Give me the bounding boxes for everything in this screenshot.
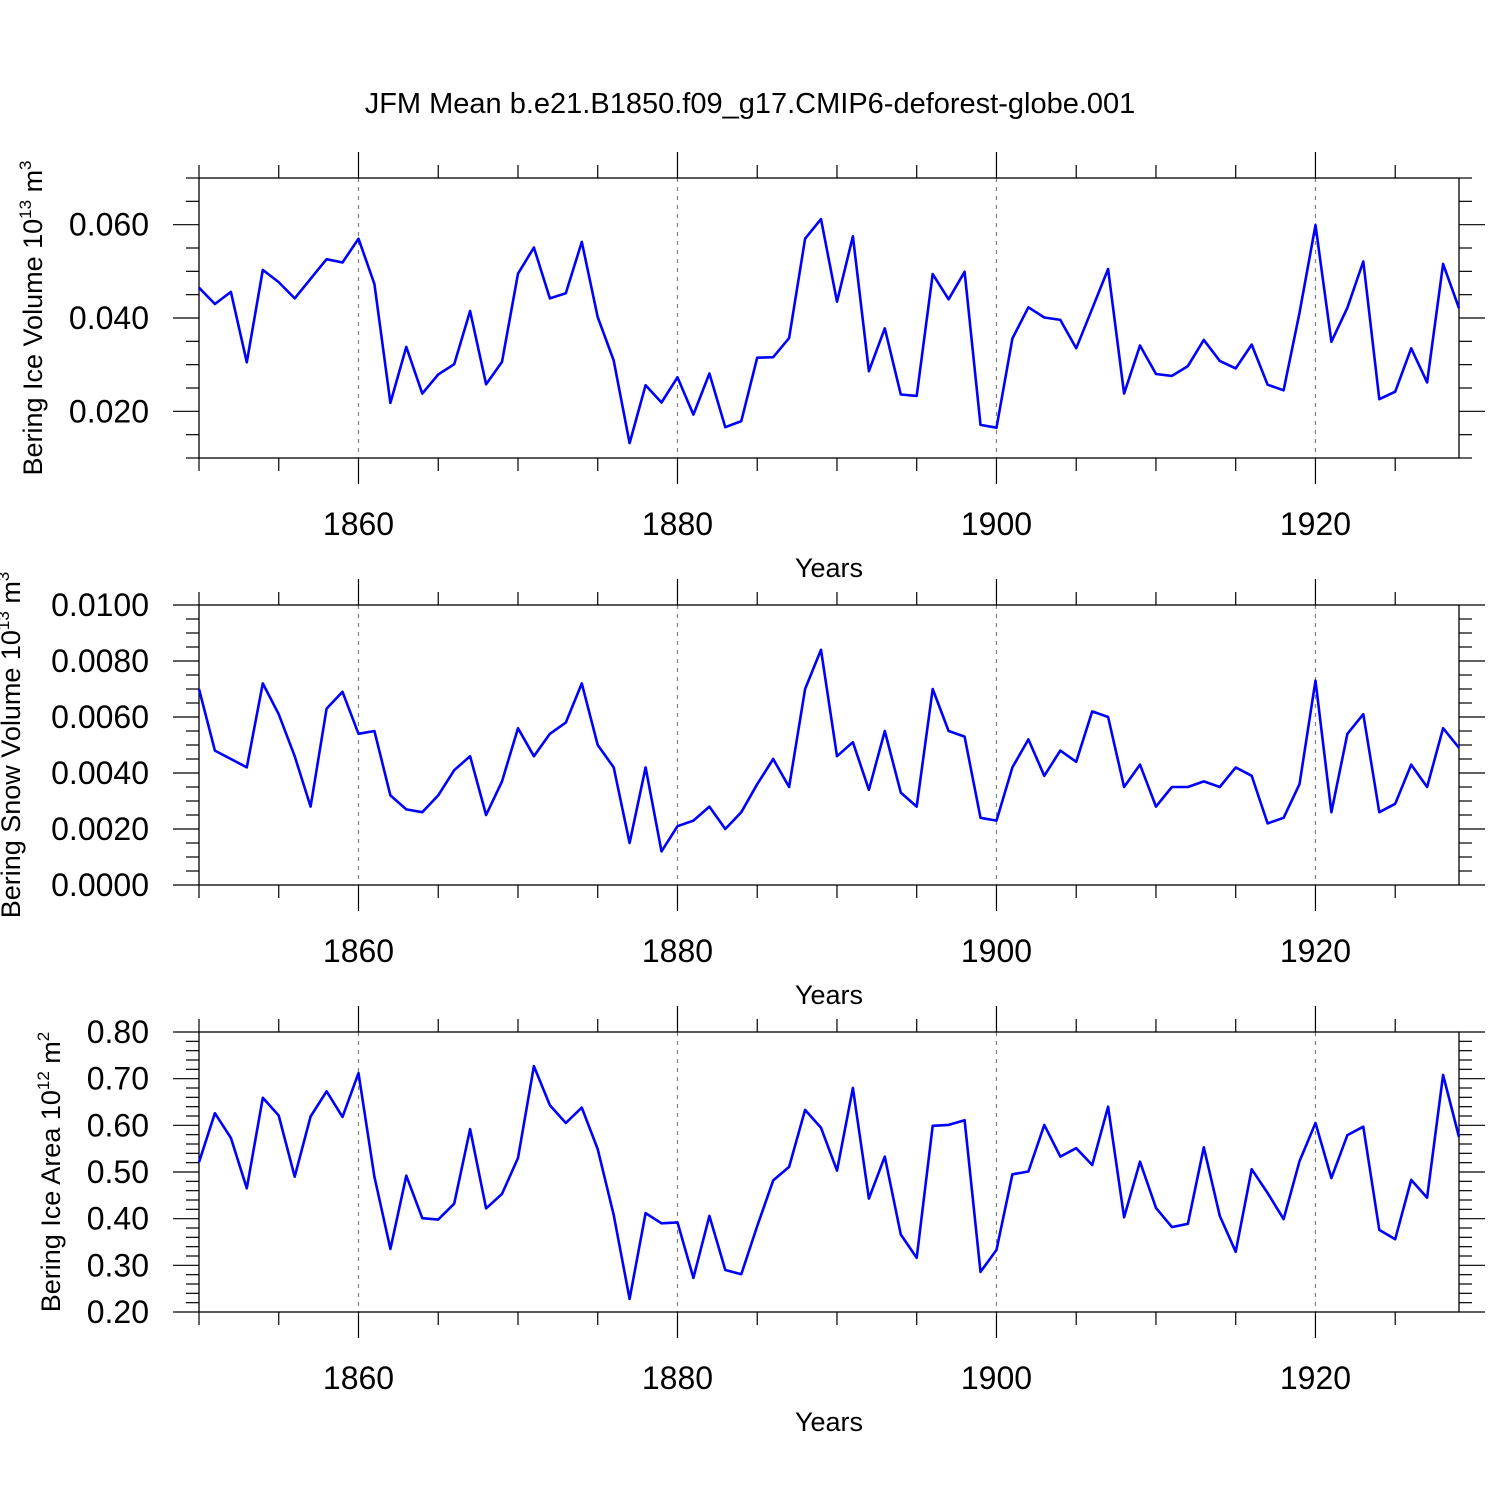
y-axis-label-exponent: 13 (16, 200, 35, 219)
y-tick-label: 0.70 (87, 1061, 149, 1097)
panel-1: 0.020 0.040 0.060 1860 1880 1900 1920 Years Beri… (16, 152, 1485, 583)
x-tick-label: 1860 (323, 1360, 394, 1396)
x-axis-label: Years (795, 553, 863, 583)
x-tick-label: 1900 (961, 506, 1032, 542)
y-axis-label-unit: m (18, 170, 48, 200)
y-tick-label: 0.0100 (51, 587, 149, 623)
x-tick-label: 1880 (642, 933, 713, 969)
y-axis-label-text: Bering Snow Volume 10 (0, 630, 26, 918)
x-tick-label: 1880 (642, 1360, 713, 1396)
x-tick-label: 1860 (323, 506, 394, 542)
y-axis-label: Bering Ice Volume 1013 m3 (16, 160, 48, 475)
y-tick-label: 0.30 (87, 1247, 149, 1283)
series-line (197, 648, 1461, 853)
y-tick-label: 0.60 (87, 1107, 149, 1143)
y-axis-label-unit-exponent: 3 (0, 572, 13, 581)
x-tick-label: 1900 (961, 1360, 1032, 1396)
y-axis-label-text: Bering Ice Volume 10 (18, 219, 48, 476)
y-axis-label-unit: m (0, 581, 26, 611)
chart-title: JFM Mean b.e21.B1850.f09_g17.CMIP6-defor… (365, 88, 1136, 120)
x-axis-label: Years (795, 1407, 863, 1437)
x-tick-label: 1920 (1280, 1360, 1351, 1396)
y-tick-label: 0.0060 (51, 699, 149, 735)
y-tick-label: 0.0000 (51, 867, 149, 903)
series-line (198, 217, 1461, 445)
chart-panels: 0.020 0.040 0.060 1860 1880 1900 1920 Years Beri… (0, 152, 1485, 1437)
y-tick-label: 0.0080 (51, 643, 149, 679)
plot-frame (198, 177, 1460, 459)
panel-3: 0.20 0.30 0.40 0.50 0.60 0.70 0.80 1860 1880 1900… (34, 1006, 1485, 1437)
x-tick-label: 1880 (642, 506, 713, 542)
y-axis-label-unit: m (36, 1041, 66, 1071)
y-tick-label: 0.40 (87, 1201, 149, 1237)
y-axis-label-text: Bering Ice Area 10 (36, 1090, 66, 1312)
y-tick-label: 0.020 (69, 393, 149, 429)
y-tick-label: 0.0020 (51, 811, 149, 847)
x-tick-label: 1920 (1280, 506, 1351, 542)
y-tick-label: 0.040 (69, 300, 149, 336)
y-axis-label-exponent: 13 (0, 611, 13, 630)
panel-2: 0.0000 0.0020 0.0040 0.0060 0.0080 0.0100 1860… (0, 572, 1485, 1010)
x-tick-label: 1900 (961, 933, 1032, 969)
plot-frame (198, 1031, 1460, 1313)
x-tick-label: 1860 (323, 933, 394, 969)
x-axis-label: Years (795, 980, 863, 1010)
y-tick-label: 0.50 (87, 1154, 149, 1190)
y-tick-label: 0.80 (87, 1014, 149, 1050)
y-axis-label-unit-exponent: 3 (16, 160, 35, 169)
y-tick-label: 0.060 (69, 207, 149, 243)
series-line (197, 1064, 1461, 1301)
y-axis-label: Bering Ice Area 1012 m2 (34, 1032, 66, 1313)
y-axis-label-unit-exponent: 2 (34, 1032, 53, 1041)
plot-frame (198, 604, 1460, 886)
y-tick-label: 0.20 (87, 1294, 149, 1330)
y-tick-label: 0.0040 (51, 755, 149, 791)
x-tick-label: 1920 (1280, 933, 1351, 969)
y-axis-label-exponent: 12 (34, 1071, 53, 1090)
y-axis-label: Bering Snow Volume 1013 m3 (0, 572, 26, 919)
